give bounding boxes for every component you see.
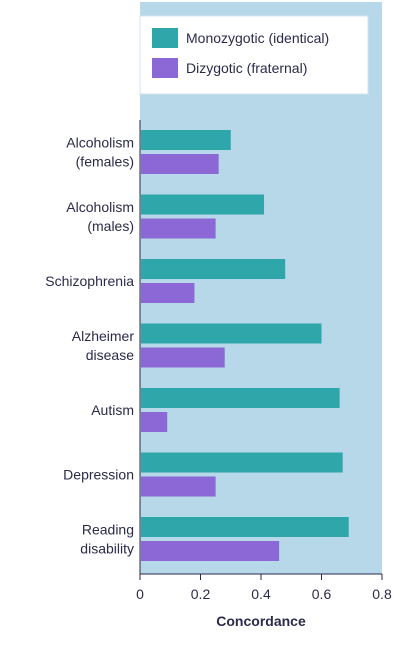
bar-monozygotic-5 <box>141 452 343 473</box>
bar-monozygotic-1 <box>141 194 265 215</box>
bar-dizygotic-1 <box>141 218 216 239</box>
bars <box>141 130 349 561</box>
bar-monozygotic-6 <box>141 517 349 537</box>
x-tick-label-1: 0.2 <box>191 586 211 602</box>
category-label-3-1: disease <box>86 347 134 363</box>
bar-monozygotic-2 <box>141 259 286 279</box>
category-label-2-0: Schizophrenia <box>45 273 134 289</box>
category-label-1-0: Alcoholism <box>66 199 134 215</box>
category-label-0-1: (females) <box>76 154 134 170</box>
bar-dizygotic-0 <box>141 154 219 174</box>
bar-monozygotic-4 <box>141 388 340 408</box>
bar-dizygotic-5 <box>141 476 216 497</box>
category-label-6-1: disability <box>80 541 134 557</box>
category-label-3-0: Alzheimer <box>72 328 135 344</box>
x-axis-title: Concordance <box>216 613 306 629</box>
bar-monozygotic-0 <box>141 130 231 150</box>
category-label-4-0: Autism <box>91 402 134 418</box>
bar-monozygotic-3 <box>141 323 322 344</box>
legend: Monozygotic (identical) Dizygotic (frater… <box>152 28 329 78</box>
category-labels: Alcoholism (females) Alcoholism (males) Schi… <box>45 135 134 557</box>
legend-swatch-1 <box>152 58 178 78</box>
x-tick-label-2: 0.4 <box>251 586 271 602</box>
bar-dizygotic-6 <box>141 541 280 561</box>
x-tick-label-0: 0 <box>136 586 144 602</box>
legend-swatch-0 <box>152 28 178 48</box>
x-tick-label-3: 0.6 <box>312 586 332 602</box>
bar-dizygotic-4 <box>141 412 168 432</box>
category-label-0-0: Alcoholism <box>66 135 134 151</box>
bar-dizygotic-2 <box>141 283 195 303</box>
legend-label-0: Monozygotic (identical) <box>186 30 329 46</box>
x-ticks: 0 0.2 0.4 0.6 0.8 <box>136 574 392 602</box>
legend-box <box>139 15 369 95</box>
bar-dizygotic-3 <box>141 347 225 368</box>
category-label-1-1: (males) <box>87 218 134 234</box>
category-label-5-0: Depression <box>63 467 134 483</box>
category-label-6-0: Reading <box>82 522 134 538</box>
legend-label-1: Dizygotic (fraternal) <box>186 60 307 76</box>
x-tick-label-4: 0.8 <box>372 586 392 602</box>
